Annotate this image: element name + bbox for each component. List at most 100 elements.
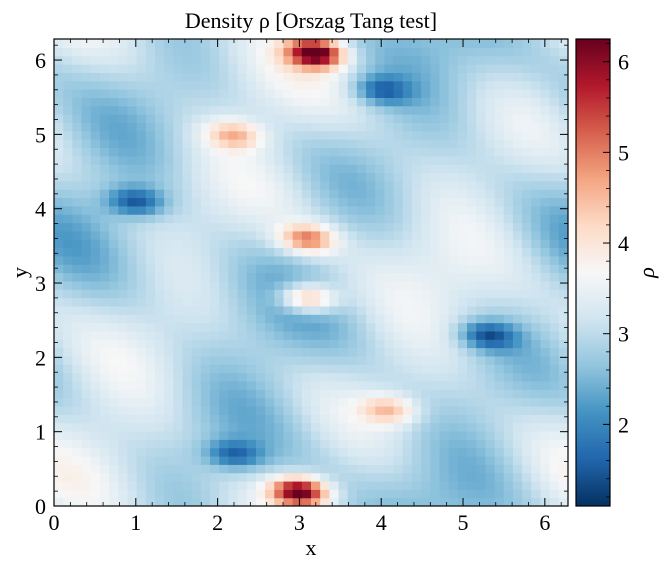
heatmap-cell (237, 364, 248, 374)
heatmap-cell (63, 214, 73, 224)
heatmap-cell (329, 155, 340, 165)
heatmap-cell (522, 430, 532, 440)
heatmap-cell (439, 305, 450, 315)
heatmap-cell (356, 80, 367, 90)
heatmap-cell (402, 147, 413, 157)
heatmap-cell (494, 155, 505, 165)
heatmap-cell (292, 172, 303, 182)
heatmap-cell (558, 72, 568, 82)
heatmap-cell (255, 189, 266, 199)
heatmap-cell (503, 222, 514, 232)
heatmap-cell (127, 89, 138, 98)
heatmap-cell (164, 122, 174, 132)
heatmap-cell (320, 114, 330, 123)
heatmap-cell (522, 447, 532, 457)
heatmap-cell (118, 455, 129, 465)
heatmap-cell (338, 430, 349, 440)
heatmap-cell (210, 89, 220, 98)
heatmap-cell (191, 339, 202, 349)
heatmap-cell (72, 464, 83, 474)
heatmap-cell (311, 64, 321, 73)
heatmap-cell (210, 105, 220, 115)
heatmap-cell (127, 414, 138, 424)
heatmap-cell (301, 272, 312, 282)
heatmap-cell (311, 355, 321, 365)
heatmap-cell (191, 414, 202, 424)
heatmap-cell (136, 139, 147, 149)
heatmap-cell (228, 380, 239, 390)
heatmap-cell (549, 397, 560, 407)
heatmap-cell (81, 389, 92, 399)
heatmap-cell (494, 280, 505, 290)
heatmap-cell (338, 180, 349, 190)
heatmap-cell (246, 114, 257, 123)
heatmap-cell (411, 255, 422, 265)
heatmap-cell (558, 47, 568, 57)
heatmap-cell (311, 230, 321, 240)
heatmap-cell (311, 480, 321, 490)
heatmap-cell (522, 322, 532, 332)
heatmap-cell (558, 89, 568, 98)
heatmap-cell (430, 305, 441, 315)
heatmap-cell (274, 264, 285, 274)
heatmap-cell (531, 347, 542, 357)
heatmap-cell (549, 155, 560, 165)
heatmap-cell (265, 330, 275, 340)
heatmap-cell (375, 130, 386, 140)
heatmap-cell (494, 105, 505, 115)
heatmap-cell (118, 264, 129, 274)
y-tick-label: 3 (35, 271, 46, 296)
heatmap-cell (136, 189, 147, 199)
heatmap-cell (255, 230, 266, 240)
heatmap-cell (54, 114, 64, 123)
heatmap-cell (173, 272, 184, 282)
heatmap-cell (347, 80, 358, 90)
heatmap-cell (109, 89, 119, 98)
heatmap-cell (173, 480, 184, 490)
heatmap-cell (421, 380, 431, 390)
heatmap-cell (320, 472, 330, 482)
heatmap-cell (329, 172, 340, 182)
heatmap-cell (109, 364, 119, 374)
heatmap-cell (210, 139, 220, 149)
heatmap-cell (237, 64, 248, 73)
heatmap-cell (366, 39, 376, 48)
heatmap-cell (558, 205, 568, 215)
heatmap-cell (439, 97, 450, 107)
heatmap-cell (210, 297, 220, 307)
heatmap-cell (384, 97, 395, 107)
heatmap-cell (384, 147, 395, 157)
heatmap-cell (338, 347, 349, 357)
heatmap-cell (301, 355, 312, 365)
heatmap-cell (127, 305, 138, 315)
heatmap-cell (118, 105, 129, 115)
heatmap-cell (283, 64, 294, 73)
heatmap-cell (274, 280, 285, 290)
heatmap-cell (356, 472, 367, 482)
heatmap-cell (512, 239, 523, 249)
heatmap-cell (301, 305, 312, 315)
heatmap-cell (558, 189, 568, 199)
heatmap-cell (522, 105, 532, 115)
heatmap-cell (393, 264, 404, 274)
heatmap-cell (549, 97, 560, 107)
heatmap-cell (283, 347, 294, 357)
heatmap-cell (145, 72, 156, 82)
heatmap-cell (540, 130, 551, 140)
heatmap-cell (522, 464, 532, 474)
heatmap-cell (265, 264, 275, 274)
heatmap-cell (54, 330, 64, 340)
heatmap-cell (366, 472, 376, 482)
heatmap-cell (283, 430, 294, 440)
heatmap-cell (246, 230, 257, 240)
heatmap-cell (118, 447, 129, 457)
heatmap-cell (182, 155, 193, 165)
heatmap-cell (311, 489, 321, 499)
heatmap-cell (301, 364, 312, 374)
heatmap-cell (467, 380, 477, 390)
heatmap-cell (301, 439, 312, 449)
heatmap-cell (173, 364, 184, 374)
heatmap-cell (402, 314, 413, 324)
heatmap-cell (173, 455, 184, 465)
heatmap-cell (531, 280, 542, 290)
